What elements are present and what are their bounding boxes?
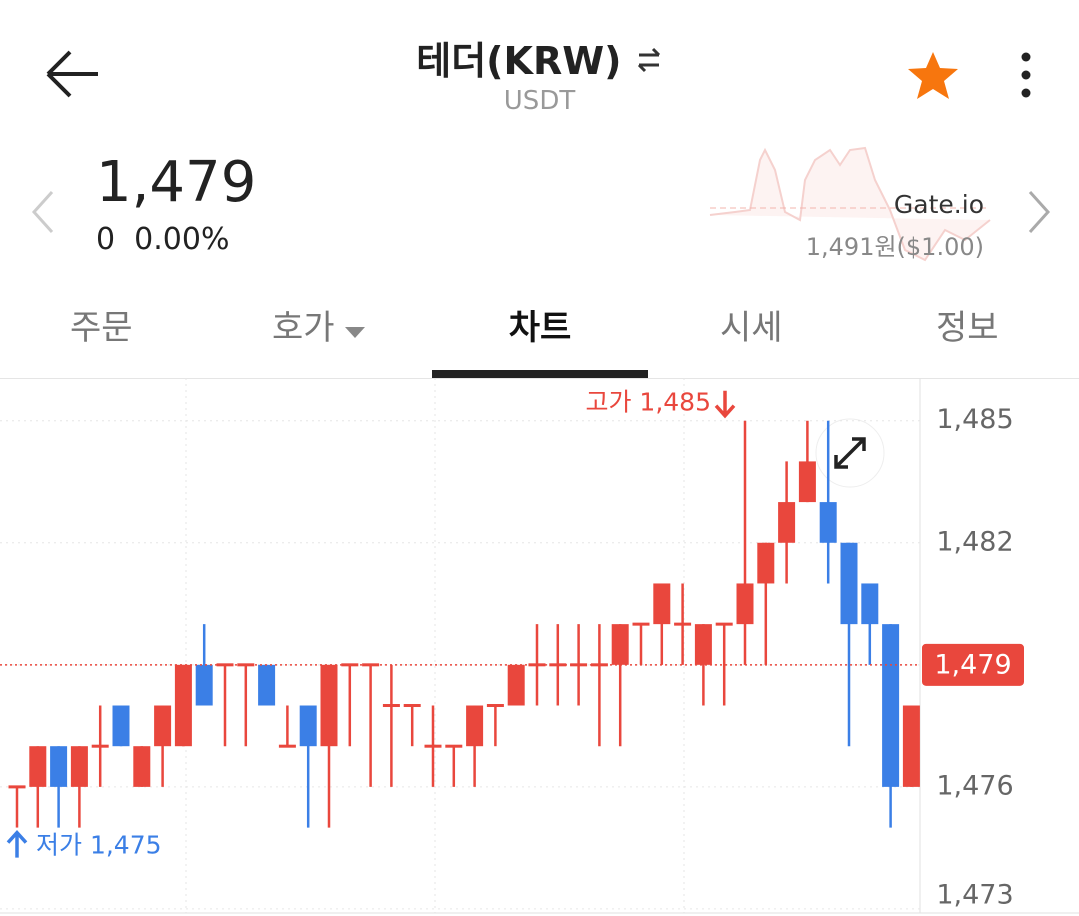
candle-body — [91, 744, 109, 748]
tab[interactable]: 정보 — [936, 308, 999, 348]
current-price: 1,479 — [96, 150, 257, 215]
tab[interactable]: 호가 — [272, 300, 366, 349]
exchange-name: Gate.io — [893, 190, 984, 219]
candle-body — [549, 663, 567, 667]
low-label: 저가 1,475 — [36, 831, 162, 860]
candle-body — [70, 746, 88, 787]
candle-body — [341, 663, 359, 667]
change-value: 0 — [96, 222, 116, 257]
candle-body — [674, 622, 692, 626]
candle-body — [403, 704, 421, 708]
high-label: 고가 1,485 — [585, 388, 711, 417]
expand-button[interactable] — [815, 418, 885, 488]
candle-body — [8, 785, 26, 789]
back-button[interactable] — [40, 48, 104, 100]
candle-body — [840, 542, 858, 625]
candle-body — [174, 664, 192, 747]
candle-body — [882, 624, 900, 787]
dropdown-icon — [345, 327, 366, 338]
tab[interactable]: 시세 — [720, 308, 783, 348]
tab-text: 호가 — [272, 308, 335, 348]
y-tick-label: 1,485 — [936, 404, 1013, 435]
tab-active[interactable]: 차트 — [508, 308, 572, 348]
candle-body — [382, 704, 400, 708]
change-rate: 0.00% — [134, 222, 230, 257]
y-tick-label: 1,476 — [936, 770, 1013, 801]
candle-body — [819, 502, 837, 543]
high-arrow — [714, 390, 736, 419]
candle-body — [798, 461, 816, 503]
swap-icon[interactable] — [635, 46, 663, 74]
candle-body — [112, 705, 130, 747]
header-subtitle: USDT — [503, 86, 576, 116]
candle-body — [466, 705, 484, 747]
candle-body — [778, 502, 796, 543]
price-change: 0 0.00% — [96, 222, 229, 257]
candle-body — [507, 664, 525, 706]
candle-body — [50, 746, 68, 787]
candle-body — [424, 744, 442, 748]
tab[interactable]: 주문 — [70, 308, 133, 348]
menu-button[interactable] — [1014, 50, 1038, 102]
candle-body — [278, 744, 296, 748]
low-arrow — [6, 829, 28, 858]
candle-body — [445, 744, 463, 748]
candle-body — [154, 705, 172, 747]
last-price-label: 1,479 — [934, 649, 1011, 680]
y-tick-label: 1,482 — [936, 526, 1013, 557]
exchange-price: 1,491원($1.00) — [805, 233, 984, 261]
candle-body — [632, 622, 650, 626]
candle-body — [528, 663, 546, 667]
tab-bar: 주문 호가 차트 시세 정보 — [0, 300, 1079, 379]
header-title: 테더(KRW) — [0, 30, 1079, 85]
candle-body — [715, 622, 733, 626]
candle-body — [320, 664, 338, 747]
mini-chart — [709, 146, 991, 262]
candle-body — [653, 583, 671, 625]
tab-indicator — [432, 370, 648, 378]
title-text: 테더(KRW) — [416, 39, 622, 83]
candle-body — [258, 664, 276, 706]
candle-body — [902, 705, 920, 787]
candle-body — [570, 663, 588, 667]
candle-body — [486, 704, 504, 708]
candle-body — [611, 624, 629, 665]
candle-body — [757, 542, 775, 584]
candle-body — [590, 663, 608, 667]
prev-arrow[interactable] — [28, 188, 58, 236]
last-price-box — [922, 643, 1024, 686]
y-tick-label: 1,473 — [936, 880, 1013, 911]
next-arrow[interactable] — [1024, 188, 1054, 236]
candle-body — [694, 624, 712, 665]
candle-body — [736, 583, 754, 625]
candle-body — [195, 664, 213, 706]
favorite-star[interactable] — [904, 50, 962, 102]
candle-body — [29, 746, 47, 787]
candle-body — [299, 705, 317, 747]
candle-body — [133, 746, 151, 787]
candle-body — [861, 583, 879, 625]
